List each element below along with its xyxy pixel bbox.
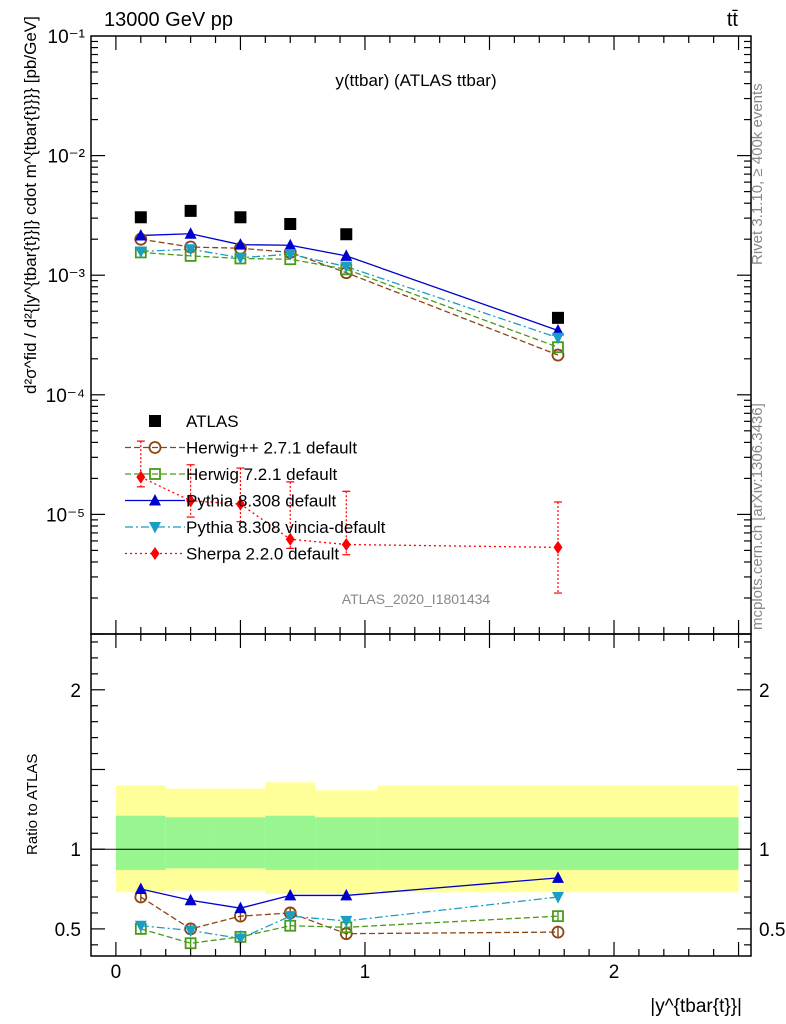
inner-band bbox=[315, 817, 378, 870]
legend-label: Pythia 8.308 default bbox=[186, 492, 337, 511]
ratio-y-tick-label: 1 bbox=[70, 840, 81, 861]
ratio-data-point bbox=[184, 925, 197, 937]
legend-label: Pythia 8.308 vincia-default bbox=[186, 518, 386, 537]
ratio-y-tick-label: 0.5 bbox=[55, 920, 81, 941]
data-point bbox=[234, 211, 247, 224]
legend-marker bbox=[150, 547, 160, 560]
data-point bbox=[551, 348, 565, 362]
legend-label: ATLAS bbox=[186, 412, 239, 431]
ratio-y-tick-label: 0.5 bbox=[759, 920, 785, 941]
main-panel bbox=[134, 204, 565, 594]
ratio-data-point bbox=[284, 888, 297, 901]
ratio-data-point bbox=[134, 882, 147, 895]
ratio-series-line bbox=[140, 896, 558, 935]
x-axis-label: |y^{tbar{t}}| bbox=[650, 996, 742, 1017]
x-tick-label: 0 bbox=[111, 962, 122, 983]
ratio-data-point bbox=[234, 901, 247, 914]
data-point bbox=[553, 540, 563, 554]
ratio-y-axis-label: Ratio to ATLAS bbox=[24, 754, 41, 855]
y-tick-label: 10⁻¹ bbox=[48, 27, 86, 48]
data-point bbox=[184, 244, 197, 256]
ratio-data-point bbox=[134, 920, 147, 933]
ratio-series-line bbox=[140, 877, 559, 909]
legend-marker bbox=[149, 494, 161, 506]
series-line bbox=[140, 251, 559, 348]
inner-band bbox=[115, 815, 166, 870]
data-point bbox=[340, 261, 353, 274]
inner-band bbox=[265, 815, 316, 870]
data-point bbox=[551, 332, 564, 345]
legend-marker bbox=[149, 522, 161, 534]
ratio-data-point bbox=[551, 871, 564, 883]
y-tick-label: 10⁻² bbox=[48, 147, 86, 168]
data-point bbox=[134, 228, 147, 241]
legend-label: Herwig 7.2.1 default bbox=[186, 465, 337, 484]
ratio-series-line bbox=[140, 915, 559, 944]
ratio-data-point bbox=[340, 915, 353, 928]
ratio-data-point bbox=[284, 911, 297, 923]
data-point bbox=[284, 238, 297, 251]
ratio-y-tick-label: 2 bbox=[759, 681, 770, 702]
ratio-data-point bbox=[552, 910, 564, 923]
series-line bbox=[140, 476, 558, 549]
ratio-panel bbox=[134, 871, 565, 950]
data-point bbox=[341, 538, 351, 552]
ratio-y-tick-label: 1 bbox=[759, 840, 770, 861]
data-point bbox=[134, 211, 147, 224]
y-tick-label: 10⁻⁴ bbox=[46, 386, 85, 407]
x-tick-label: 1 bbox=[360, 962, 371, 983]
analysis-watermark: ATLAS_2020_I1801434 bbox=[342, 591, 491, 607]
legend-marker bbox=[148, 441, 162, 454]
data-point bbox=[234, 252, 247, 265]
data-point bbox=[551, 323, 564, 336]
inner-band bbox=[215, 817, 266, 869]
rivet-version-label: Rivet 3.1.10, ≥ 400k events bbox=[749, 83, 766, 265]
legend: ATLAS Herwig++ 2.7.1 default Herwig 7.2.1 … bbox=[125, 412, 386, 564]
data-point bbox=[184, 227, 197, 239]
plot-title: y(ttbar) (ATLAS ttbar) bbox=[335, 71, 496, 90]
data-point bbox=[285, 532, 295, 546]
data-point bbox=[284, 217, 297, 230]
axes: 10⁻¹ 10⁻² 10⁻³ 10⁻⁴ 10⁻⁵ 0 1 2 0.5 0.5 1 1 2 2 bbox=[46, 27, 786, 983]
header-right-label: tt̄ bbox=[727, 9, 739, 31]
legend-label: Herwig++ 2.7.1 default bbox=[186, 439, 357, 458]
data-point bbox=[184, 204, 197, 217]
legend-marker bbox=[149, 415, 161, 427]
ratio-y-tick-label: 2 bbox=[70, 681, 81, 702]
data-point bbox=[284, 249, 297, 261]
ratio-data-point bbox=[551, 892, 564, 904]
data-point bbox=[186, 494, 196, 508]
data-point bbox=[234, 238, 247, 250]
ratio-data-point bbox=[184, 937, 197, 950]
data-point bbox=[136, 470, 146, 484]
series-line bbox=[140, 248, 559, 339]
data-point bbox=[551, 311, 564, 324]
x-tick-label: 2 bbox=[609, 962, 620, 983]
data-point bbox=[340, 249, 353, 261]
ratio-data-point bbox=[234, 933, 247, 945]
inner-band bbox=[165, 817, 216, 869]
data-point bbox=[134, 246, 147, 258]
ratio-uncertainty-bands bbox=[91, 782, 751, 894]
ratio-frame bbox=[90, 633, 752, 957]
y-tick-label: 10⁻³ bbox=[48, 266, 86, 287]
series-line bbox=[140, 233, 559, 332]
ratio-data-point bbox=[551, 925, 565, 939]
data-point bbox=[235, 497, 245, 511]
main-y-axis-label: d²σ^fid / d²{|y^{tbar{t}}|} cdot m^{tbar… bbox=[21, 16, 40, 394]
legend-marker bbox=[149, 468, 161, 480]
y-tick-label: 10⁻⁵ bbox=[46, 505, 85, 526]
legend-label: Sherpa 2.2.0 default bbox=[186, 545, 339, 564]
header-left-label: 13000 GeV pp bbox=[104, 9, 233, 31]
ratio-data-point bbox=[184, 893, 197, 906]
series-line bbox=[140, 238, 559, 356]
ratio-series-line bbox=[140, 896, 559, 940]
mcplots-label: mcplots.cern.ch [arXiv:1306.3436] bbox=[749, 403, 766, 630]
data-point bbox=[340, 228, 353, 241]
inner-band bbox=[377, 817, 739, 870]
ratio-data-point bbox=[340, 888, 353, 901]
